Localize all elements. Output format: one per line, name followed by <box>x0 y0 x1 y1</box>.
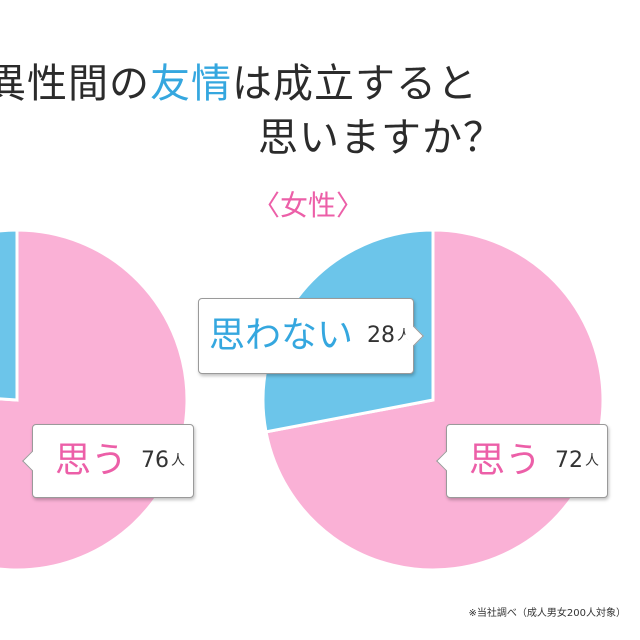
title-segment-2: の <box>109 61 150 107</box>
female-think-unit: 人 <box>585 453 600 469</box>
female-not-think-callout: 思わない 28 人 <box>198 298 424 374</box>
female-think-value: 72 <box>555 448 584 473</box>
title-segment-3: 友情 <box>150 61 232 107</box>
male-think-value: 76 <box>141 448 170 473</box>
male-pie-slice-think <box>0 228 189 572</box>
female-not-think-value: 28 <box>367 323 396 348</box>
chart-title-line1: 異性間の友情は成立すると <box>0 64 478 104</box>
female-pie <box>261 228 605 572</box>
title-segment-1: 異性間 <box>0 61 109 107</box>
female-not-think-label: 思わない <box>209 315 354 356</box>
male-think-label: 思う <box>55 440 128 481</box>
male-pie-slice-not-think <box>0 228 19 402</box>
male-think-callout: 思う 76 人 <box>22 424 194 498</box>
male-pie <box>0 228 189 572</box>
male-think-unit: 人 <box>171 453 186 469</box>
female-pie-title: 〈女性〉 <box>252 189 365 222</box>
chart-title-line2: 思いますか？ <box>258 115 504 161</box>
source-note: ※当社調べ（成人男女200人対象） <box>468 608 626 619</box>
female-think-callout: 思う 72 人 <box>436 424 608 498</box>
title-segment-4: は成立すると <box>232 61 478 107</box>
female-think-label: 思う <box>469 440 542 481</box>
